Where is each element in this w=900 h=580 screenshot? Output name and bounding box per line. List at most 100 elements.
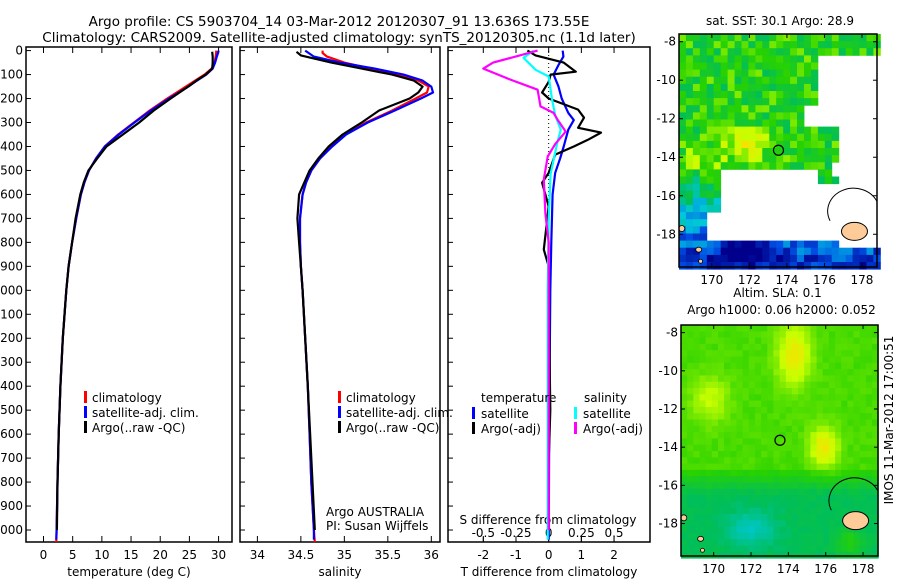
- map-cell: [727, 55, 735, 63]
- map-cell: [810, 337, 818, 345]
- map-cell: [804, 34, 812, 42]
- map-cell: [866, 247, 874, 256]
- map-cell: [779, 438, 787, 446]
- map-cell: [730, 337, 737, 345]
- map-cell: [741, 119, 749, 128]
- map-cell: [741, 69, 749, 78]
- map-cell: [866, 262, 874, 270]
- map-cell: [687, 343, 694, 351]
- map-cell: [773, 526, 781, 534]
- map-cell: [835, 362, 842, 370]
- map-cell: [706, 155, 715, 163]
- map-cell: [804, 76, 812, 85]
- map-cell: [783, 69, 791, 78]
- map-cell: [791, 425, 799, 433]
- map-cell: [687, 369, 694, 376]
- map-cell: [748, 112, 756, 120]
- map-cell: [742, 425, 750, 433]
- map-cell: [713, 254, 722, 263]
- map-cell: [755, 240, 763, 249]
- map-cell: [734, 119, 742, 128]
- map-cell: [767, 413, 774, 420]
- map-cell: [724, 356, 731, 364]
- map-cell: [736, 469, 744, 477]
- map-cell: [713, 190, 722, 199]
- map-cell: [727, 119, 735, 128]
- map-cell: [727, 83, 735, 92]
- map-cell: [734, 262, 742, 270]
- map-cell: [687, 551, 694, 559]
- map-cell: [817, 48, 826, 56]
- map-cells: [681, 325, 879, 559]
- map-cell: [804, 356, 811, 364]
- map-cell: [720, 62, 729, 71]
- map-cell: [828, 425, 836, 433]
- map-cell: [779, 457, 787, 465]
- map-cell: [730, 482, 737, 490]
- map-cell: [711, 432, 719, 439]
- map-cell: [779, 495, 787, 502]
- legend-label: climatology: [346, 391, 416, 405]
- map-cell: [841, 400, 848, 408]
- map-cell: [711, 343, 719, 351]
- map-cell: [679, 105, 687, 113]
- map-cell: [790, 126, 798, 135]
- map-cell: [828, 406, 836, 414]
- map-cell: [685, 105, 694, 113]
- map-cell: [841, 457, 848, 465]
- map-cell: [816, 356, 824, 364]
- map-cell: [761, 532, 768, 540]
- map-cell: [679, 169, 687, 177]
- map-cell: [773, 539, 781, 546]
- map-cell: [692, 48, 701, 56]
- map-cell: [835, 425, 842, 433]
- map-cell: [706, 262, 715, 270]
- map-cell: [853, 419, 861, 427]
- map-cell: [736, 482, 744, 490]
- map-cell: [761, 369, 768, 376]
- map-cell: [736, 425, 744, 433]
- map-cell: [699, 501, 707, 509]
- map-cell: [773, 331, 781, 339]
- map-cell: [822, 375, 830, 383]
- map-cell: [718, 362, 725, 370]
- map-cell: [847, 469, 855, 477]
- map-cell: [679, 119, 687, 128]
- map-cell: [859, 34, 867, 42]
- map-cell: [687, 425, 694, 433]
- map-cell: [872, 406, 879, 414]
- map-cell: [736, 362, 744, 370]
- map-cell: [705, 406, 713, 414]
- map-cell: [724, 406, 731, 414]
- map-cell: [687, 394, 694, 402]
- map-cell: [711, 444, 719, 452]
- map-cell: [828, 520, 836, 528]
- map-cell: [841, 343, 848, 351]
- map-cell: [776, 247, 784, 256]
- map-cell: [847, 488, 855, 496]
- map-cell: [785, 394, 793, 402]
- map-cell: [853, 375, 861, 383]
- map-cell: [835, 526, 842, 534]
- map-cell: [804, 83, 812, 92]
- map-cell: [685, 69, 694, 78]
- map-cell: [706, 98, 715, 106]
- map-cell: [872, 495, 879, 502]
- map-cell: [847, 369, 855, 376]
- map-cell: [736, 375, 744, 383]
- map-cell: [810, 507, 818, 515]
- map-cell: [762, 112, 770, 120]
- map-cell: [699, 469, 707, 477]
- map-cell: [828, 545, 836, 553]
- map-cell: [699, 350, 707, 357]
- map-cell: [852, 48, 860, 56]
- map-cell: [692, 126, 701, 135]
- map-cell: [727, 34, 735, 42]
- argo-location-marker: [774, 434, 786, 446]
- map-cell: [692, 62, 701, 71]
- map-cell: [822, 337, 830, 345]
- map-cell: [804, 350, 811, 357]
- map-cell: [724, 413, 731, 420]
- map-cell: [790, 83, 798, 92]
